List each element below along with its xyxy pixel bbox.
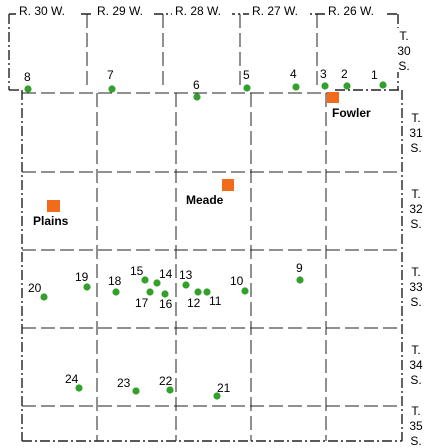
well-marker-12 — [194, 288, 202, 296]
well-label-7: 7 — [107, 68, 114, 82]
well-marker-23 — [132, 387, 140, 395]
well-label-23: 23 — [117, 376, 131, 390]
township-labels: T. 30 S. T. 31 S. T. 32 S. T. 33 S. T. 3… — [394, 28, 428, 448]
range-label-29: R. 29 W. — [97, 4, 143, 18]
well-marker-7 — [108, 85, 116, 93]
township-label-32-n: 32 — [409, 202, 423, 216]
range-labels: R. 30 W. R. 29 W. R. 28 W. R. 27 W. R. 2… — [16, 4, 385, 18]
well-marker-6 — [193, 93, 201, 101]
well-label-11: 11 — [209, 294, 222, 308]
township-label-35-n: 35 — [409, 419, 423, 433]
township-label-35-t: T. — [411, 404, 420, 418]
well-label-15: 15 — [130, 264, 144, 278]
well-marker-8 — [24, 85, 32, 93]
well-label-19: 19 — [75, 270, 89, 284]
well-label-17: 17 — [135, 296, 149, 310]
well-label-14: 14 — [159, 267, 173, 281]
fowler-town-marker — [327, 92, 339, 103]
range-label-28: R. 28 W. — [175, 4, 221, 18]
well-marker-17 — [146, 288, 154, 296]
well-marker-24 — [75, 384, 83, 392]
meade-town-marker — [222, 179, 234, 191]
range-label-27: R. 27 W. — [252, 4, 298, 18]
township-label-34-n: 34 — [409, 358, 423, 372]
well-marker-15 — [141, 276, 149, 284]
wells: 1 2 3 4 5 6 7 8 9 10 11 12 13 14 15 16 1… — [24, 67, 387, 400]
range-label-30: R. 30 W. — [19, 4, 65, 18]
well-label-3: 3 — [320, 67, 327, 81]
well-label-9: 9 — [296, 261, 303, 275]
township-label-32-t: T. — [411, 187, 420, 201]
well-marker-11 — [203, 288, 211, 296]
well-label-24: 24 — [65, 372, 79, 386]
well-label-8: 8 — [24, 70, 31, 84]
meade-town-label: Meade — [186, 193, 224, 207]
well-marker-4 — [292, 83, 300, 91]
well-label-22: 22 — [159, 374, 173, 388]
well-marker-21 — [213, 392, 221, 400]
well-label-2: 2 — [341, 67, 348, 81]
well-marker-1 — [379, 81, 387, 89]
well-marker-2 — [343, 82, 351, 90]
well-label-4: 4 — [290, 67, 297, 81]
township-label-31-s: S. — [410, 141, 421, 155]
township-label-30-s: S. — [398, 59, 409, 73]
well-label-13: 13 — [179, 268, 193, 282]
well-marker-9 — [296, 276, 304, 284]
well-label-20: 20 — [28, 281, 42, 295]
well-label-6: 6 — [193, 78, 200, 92]
well-label-10: 10 — [230, 274, 244, 288]
township-label-35-s: S. — [410, 434, 421, 448]
well-marker-16 — [161, 290, 169, 298]
township-label-31-n: 31 — [409, 126, 423, 140]
towns: Fowler Meade Plains — [33, 92, 371, 228]
township-label-34-t: T. — [411, 343, 420, 357]
township-label-34-s: S. — [410, 373, 421, 387]
plains-town-label: Plains — [33, 214, 69, 228]
plains-town-marker — [47, 200, 60, 212]
well-marker-18 — [112, 288, 120, 296]
range-label-26: R. 26 W. — [328, 4, 374, 18]
fowler-town-label: Fowler — [332, 106, 371, 120]
well-marker-3 — [321, 82, 329, 90]
well-marker-5 — [243, 84, 251, 92]
township-label-30-n: 30 — [397, 44, 411, 58]
township-label-33-t: T. — [411, 265, 420, 279]
well-marker-13 — [182, 281, 190, 289]
well-marker-22 — [166, 386, 174, 394]
well-marker-14 — [153, 279, 161, 287]
township-label-31-t: T. — [411, 111, 420, 125]
township-label-33-n: 33 — [409, 280, 423, 294]
well-marker-20 — [40, 293, 48, 301]
well-label-5: 5 — [243, 68, 250, 82]
well-label-18: 18 — [108, 274, 122, 288]
township-label-32-s: S. — [410, 217, 421, 231]
township-label-33-s: S. — [410, 295, 421, 309]
well-label-12: 12 — [187, 296, 201, 310]
well-label-1: 1 — [371, 68, 378, 82]
well-marker-19 — [83, 283, 91, 291]
township-label-30-t: T. — [399, 29, 408, 43]
well-marker-10 — [241, 287, 249, 295]
well-label-16: 16 — [159, 297, 173, 311]
township-grid — [22, 14, 402, 441]
well-label-21: 21 — [217, 381, 231, 395]
